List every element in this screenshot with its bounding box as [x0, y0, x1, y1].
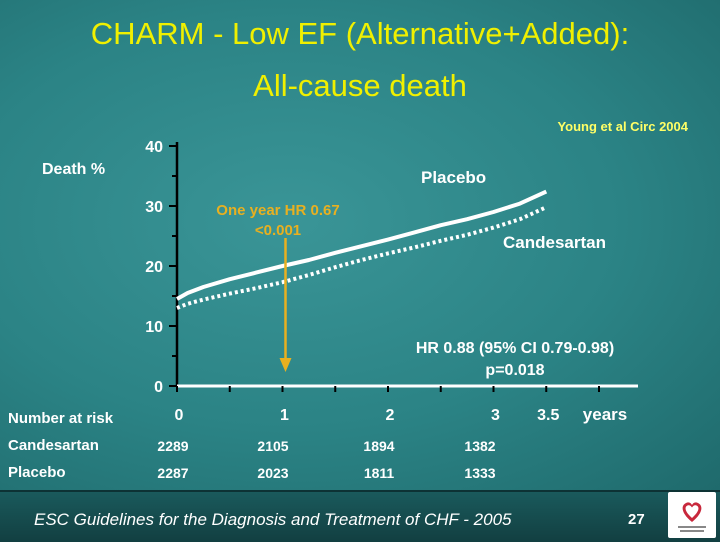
x-tick-label: 3 — [491, 407, 500, 424]
x-tick-label: 2 — [386, 407, 395, 424]
risk-table-header: Number at risk — [8, 410, 114, 427]
footer-text: ESC Guidelines for the Diagnosis and Tre… — [34, 510, 512, 529]
annotation-line2: <0.001 — [255, 222, 301, 239]
risk-row-label-candesartan: Candesartan — [8, 437, 99, 454]
x-tick-label: 3.5 — [537, 407, 559, 424]
y-tick-label: 40 — [145, 139, 163, 156]
x-axis-unit: years — [583, 405, 627, 424]
y-tick-label: 30 — [145, 199, 163, 216]
risk-cell: 1894 — [363, 438, 395, 454]
page-number: 27 — [628, 511, 645, 528]
esc-logo — [668, 492, 716, 538]
series-line-placebo — [176, 189, 548, 301]
risk-cell: 2023 — [257, 465, 289, 481]
y-tick-label: 10 — [145, 319, 163, 336]
series-label-candesartan: Candesartan — [503, 233, 606, 252]
risk-cell: 2289 — [157, 438, 189, 454]
risk-cell: 1811 — [363, 465, 395, 481]
annotation-arrowhead — [279, 358, 292, 372]
x-tick-label: 0 — [175, 407, 184, 424]
risk-cell: 2287 — [157, 465, 189, 481]
x-tick-label: 1 — [280, 407, 289, 424]
risk-cell: 1382 — [464, 438, 496, 454]
chart-series — [176, 189, 548, 372]
hr-text-line1: HR 0.88 (95% CI 0.79-0.98) — [416, 340, 614, 357]
survival-chart: 0 10 20 30 40 0 1 2 3 3.5 years Placebo Candesartan O… — [145, 139, 638, 424]
risk-cell: 1333 — [464, 465, 496, 481]
y-tick-label: 20 — [145, 259, 163, 276]
annotation-line1: One year HR 0.67 — [216, 202, 339, 219]
chart-axes — [169, 142, 638, 392]
hr-text-line2: p=0.018 — [485, 362, 544, 379]
y-tick-label: 0 — [154, 379, 163, 396]
slide-subtitle: All-cause death — [253, 68, 467, 103]
y-axis-label: Death % — [42, 161, 106, 178]
series-label-placebo: Placebo — [421, 168, 486, 187]
footer-bar — [0, 490, 720, 542]
chart-labels: 0 10 20 30 40 0 1 2 3 3.5 years Placebo Candesartan O… — [145, 139, 627, 424]
risk-row-label-placebo: Placebo — [8, 464, 66, 481]
risk-cell: 2105 — [257, 438, 289, 454]
slide-title: CHARM - Low EF (Alternative+Added): — [90, 16, 630, 51]
heart-icon — [678, 502, 706, 532]
series-line-candesartan — [176, 205, 548, 310]
citation: Young et al Circ 2004 — [557, 119, 688, 134]
